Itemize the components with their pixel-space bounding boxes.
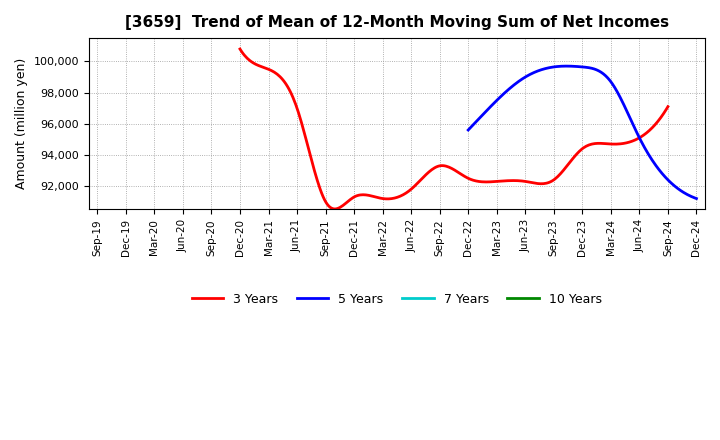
Y-axis label: Amount (million yen): Amount (million yen)	[15, 58, 28, 189]
Title: [3659]  Trend of Mean of 12-Month Moving Sum of Net Incomes: [3659] Trend of Mean of 12-Month Moving …	[125, 15, 669, 30]
3 Years	[499, 178, 508, 183]
3 Years	[664, 104, 672, 109]
3 Years	[598, 141, 606, 146]
5 Years	[464, 127, 473, 132]
5 Years	[692, 196, 701, 201]
5 Years	[604, 76, 613, 81]
Line: 3 Years: 3 Years	[240, 49, 668, 209]
3 Years	[237, 48, 246, 54]
3 Years	[492, 179, 500, 184]
5 Years	[562, 63, 571, 69]
3 Years	[625, 139, 634, 145]
5 Years	[600, 72, 608, 77]
5 Years	[600, 73, 609, 78]
5 Years	[657, 170, 666, 175]
3 Years	[490, 179, 499, 184]
5 Years	[464, 127, 472, 132]
5 Years	[672, 184, 680, 190]
3 Years	[235, 46, 244, 51]
3 Years	[330, 206, 339, 212]
Line: 5 Years: 5 Years	[468, 66, 696, 198]
Legend: 3 Years, 5 Years, 7 Years, 10 Years: 3 Years, 5 Years, 7 Years, 10 Years	[187, 288, 607, 311]
